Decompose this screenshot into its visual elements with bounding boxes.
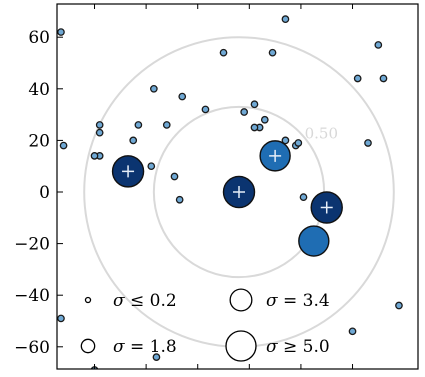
data-point [57, 28, 65, 36]
data-point [353, 74, 362, 83]
data-point [129, 136, 138, 145]
axes-frame [56, 3, 419, 370]
data-point [219, 48, 228, 57]
axes-border [56, 3, 419, 370]
points-layer [57, 15, 403, 369]
large-data-point [298, 225, 330, 257]
data-point [281, 15, 290, 23]
contour-label: 0.50 [305, 124, 338, 142]
legend-marker [80, 338, 96, 354]
legend-label: σ ≥ 5.0 [266, 337, 330, 357]
data-point [294, 139, 303, 147]
data-point [147, 162, 156, 171]
data-point [240, 108, 249, 116]
data-point [201, 105, 210, 114]
legend: σ ≤ 0.2 σ = 3.4 σ = 1.8 σ ≥ 5.0 [80, 288, 330, 362]
data-point [95, 128, 104, 137]
legend-label: σ = 3.4 [266, 291, 330, 311]
data-point [170, 172, 179, 181]
y-tick-label: 0 [39, 183, 50, 203]
data-point [348, 327, 357, 336]
data-point [95, 121, 104, 129]
data-point [175, 195, 184, 204]
data-point [395, 301, 403, 310]
data-point [379, 74, 388, 83]
legend-marker [84, 296, 92, 304]
data-point [250, 100, 259, 109]
data-point [152, 353, 161, 361]
data-point [59, 141, 68, 150]
data-point [150, 84, 158, 93]
data-point [134, 121, 143, 129]
data-point [250, 123, 259, 132]
y-tick-label: 60 [28, 28, 50, 48]
data-point [268, 48, 277, 57]
y-tick-label: −60 [14, 338, 50, 358]
data-point [178, 92, 187, 101]
data-point [299, 193, 308, 202]
legend-marker [229, 288, 253, 312]
y-tick-label: −40 [14, 286, 50, 306]
data-point [57, 314, 65, 323]
y-tick-label: −20 [14, 235, 50, 255]
legend-marker [225, 330, 257, 362]
data-point [260, 115, 269, 124]
legend-label: σ = 1.8 [113, 337, 177, 357]
y-tick-label: 40 [28, 80, 50, 100]
data-point [162, 121, 171, 129]
legend-label: σ ≤ 0.2 [113, 291, 177, 311]
axis-ticks: 60 40 20 0 −20 −40 −60 [14, 4, 354, 369]
y-tick-label: 20 [28, 131, 50, 151]
data-point [281, 136, 290, 145]
data-point [90, 152, 99, 160]
data-point [364, 139, 372, 147]
data-point [374, 41, 383, 49]
